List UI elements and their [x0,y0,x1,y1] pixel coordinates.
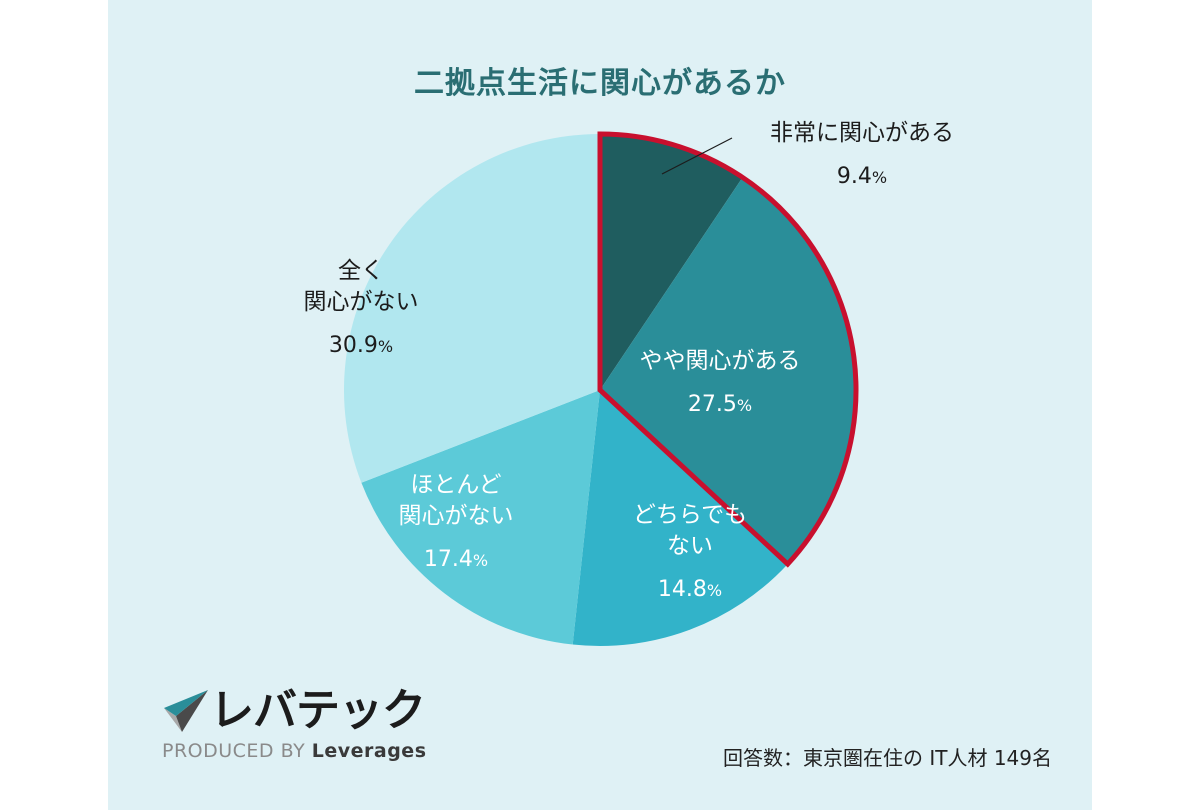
pie-slice [361,390,600,645]
leader-line [661,137,733,175]
slice-value-label: 17.4% [424,547,488,572]
slice-label: ほとんど [410,472,501,498]
slice-value-label: 14.8% [658,577,722,602]
chart-title: 二拠点生活に関心があるか [414,66,786,101]
pie-slice [572,390,788,647]
leverages-logo-icon [164,690,208,732]
pie-slice [600,177,857,565]
tagline: PRODUCED BY Leverages [162,740,427,762]
pie-slice [600,134,743,390]
slice-label: どちらでも [633,502,747,528]
slice-label: 関心がない [304,289,419,315]
highlight-outline [597,131,859,568]
pie-slice [344,134,600,483]
slice-label: 全く [338,258,384,284]
slice-label: 非常に関心がある [770,120,954,146]
slice-label: 関心がない [399,503,514,529]
tagline-brand: Leverages [311,740,427,762]
brand-name: レバテック [210,685,426,736]
slice-label: ない [667,533,713,559]
slice-label: やや関心がある [640,348,801,374]
slice-value-label: 27.5% [688,392,752,417]
slice-value-label: 30.9% [329,333,393,358]
slice-value-label: 9.4% [837,164,887,189]
respondent-note: 回答数：東京圏在住の IT人材 149名 [722,746,1052,770]
chart-card: 二拠点生活に関心があるか 非常に関心がある 9.4% やや関心がある 27.5% どちら… [108,0,1092,810]
tagline-prefix: PRODUCED BY [162,740,306,762]
